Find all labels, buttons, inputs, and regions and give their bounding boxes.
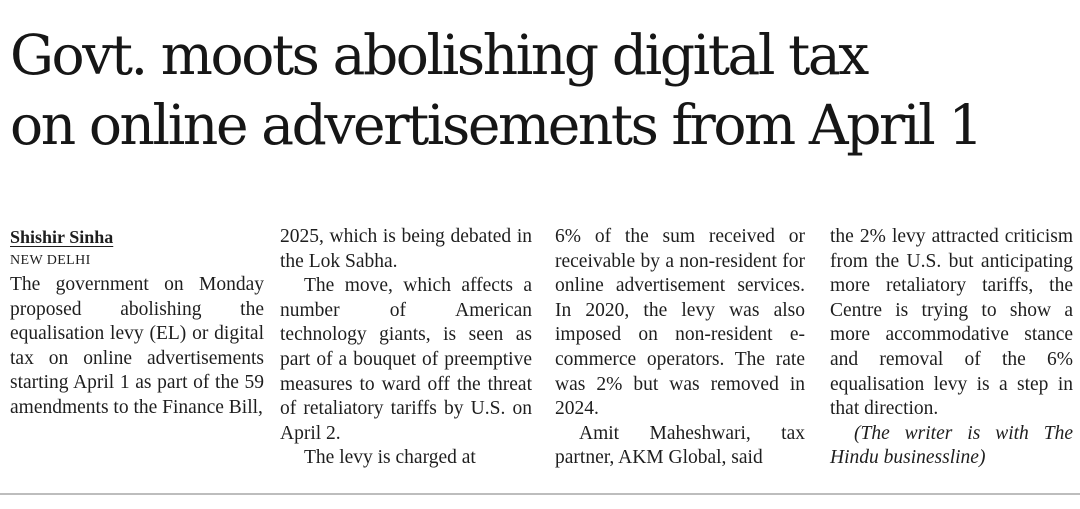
- paragraph-quote-part-1: Amit Maheshwari, tax partner, AKM Global…: [555, 422, 805, 469]
- paragraph-move: The move, which affects a number of Amer…: [280, 275, 532, 444]
- bottom-rule: [0, 493, 1080, 495]
- author-byline: Shishir Sinha: [10, 227, 114, 247]
- column-2: 2025, which is being debat­ed in the Lok…: [280, 225, 532, 471]
- paragraph-lead-part-1: The government on Mon­day proposed aboli…: [10, 274, 264, 418]
- column-3: 6% of the sum received or receivable by …: [555, 225, 805, 471]
- headline-line-2: on online advertisements from April 1: [10, 93, 983, 157]
- paragraph-quote-part-2: the 2% levy attracted criti­cism from th…: [830, 226, 1073, 420]
- headline: Govt. moots abolishing digital tax on on…: [10, 20, 1070, 160]
- writer-note: (The writer is with The Hindu businessli…: [830, 422, 1073, 469]
- headline-line-1: Govt. moots abolishing digital tax: [10, 23, 869, 87]
- column-4: the 2% levy attracted criti­cism from th…: [830, 225, 1073, 471]
- column-1: Shishir Sinha NEW DELHI The government o…: [10, 225, 264, 421]
- paragraph-levy-part-1: The levy is charged at: [304, 447, 476, 469]
- paragraph-levy-part-2: 6% of the sum received or receivable by …: [555, 226, 805, 420]
- dateline: NEW DELHI: [10, 253, 91, 268]
- paragraph-lead-part-2: 2025, which is being debat­ed in the Lok…: [280, 226, 532, 272]
